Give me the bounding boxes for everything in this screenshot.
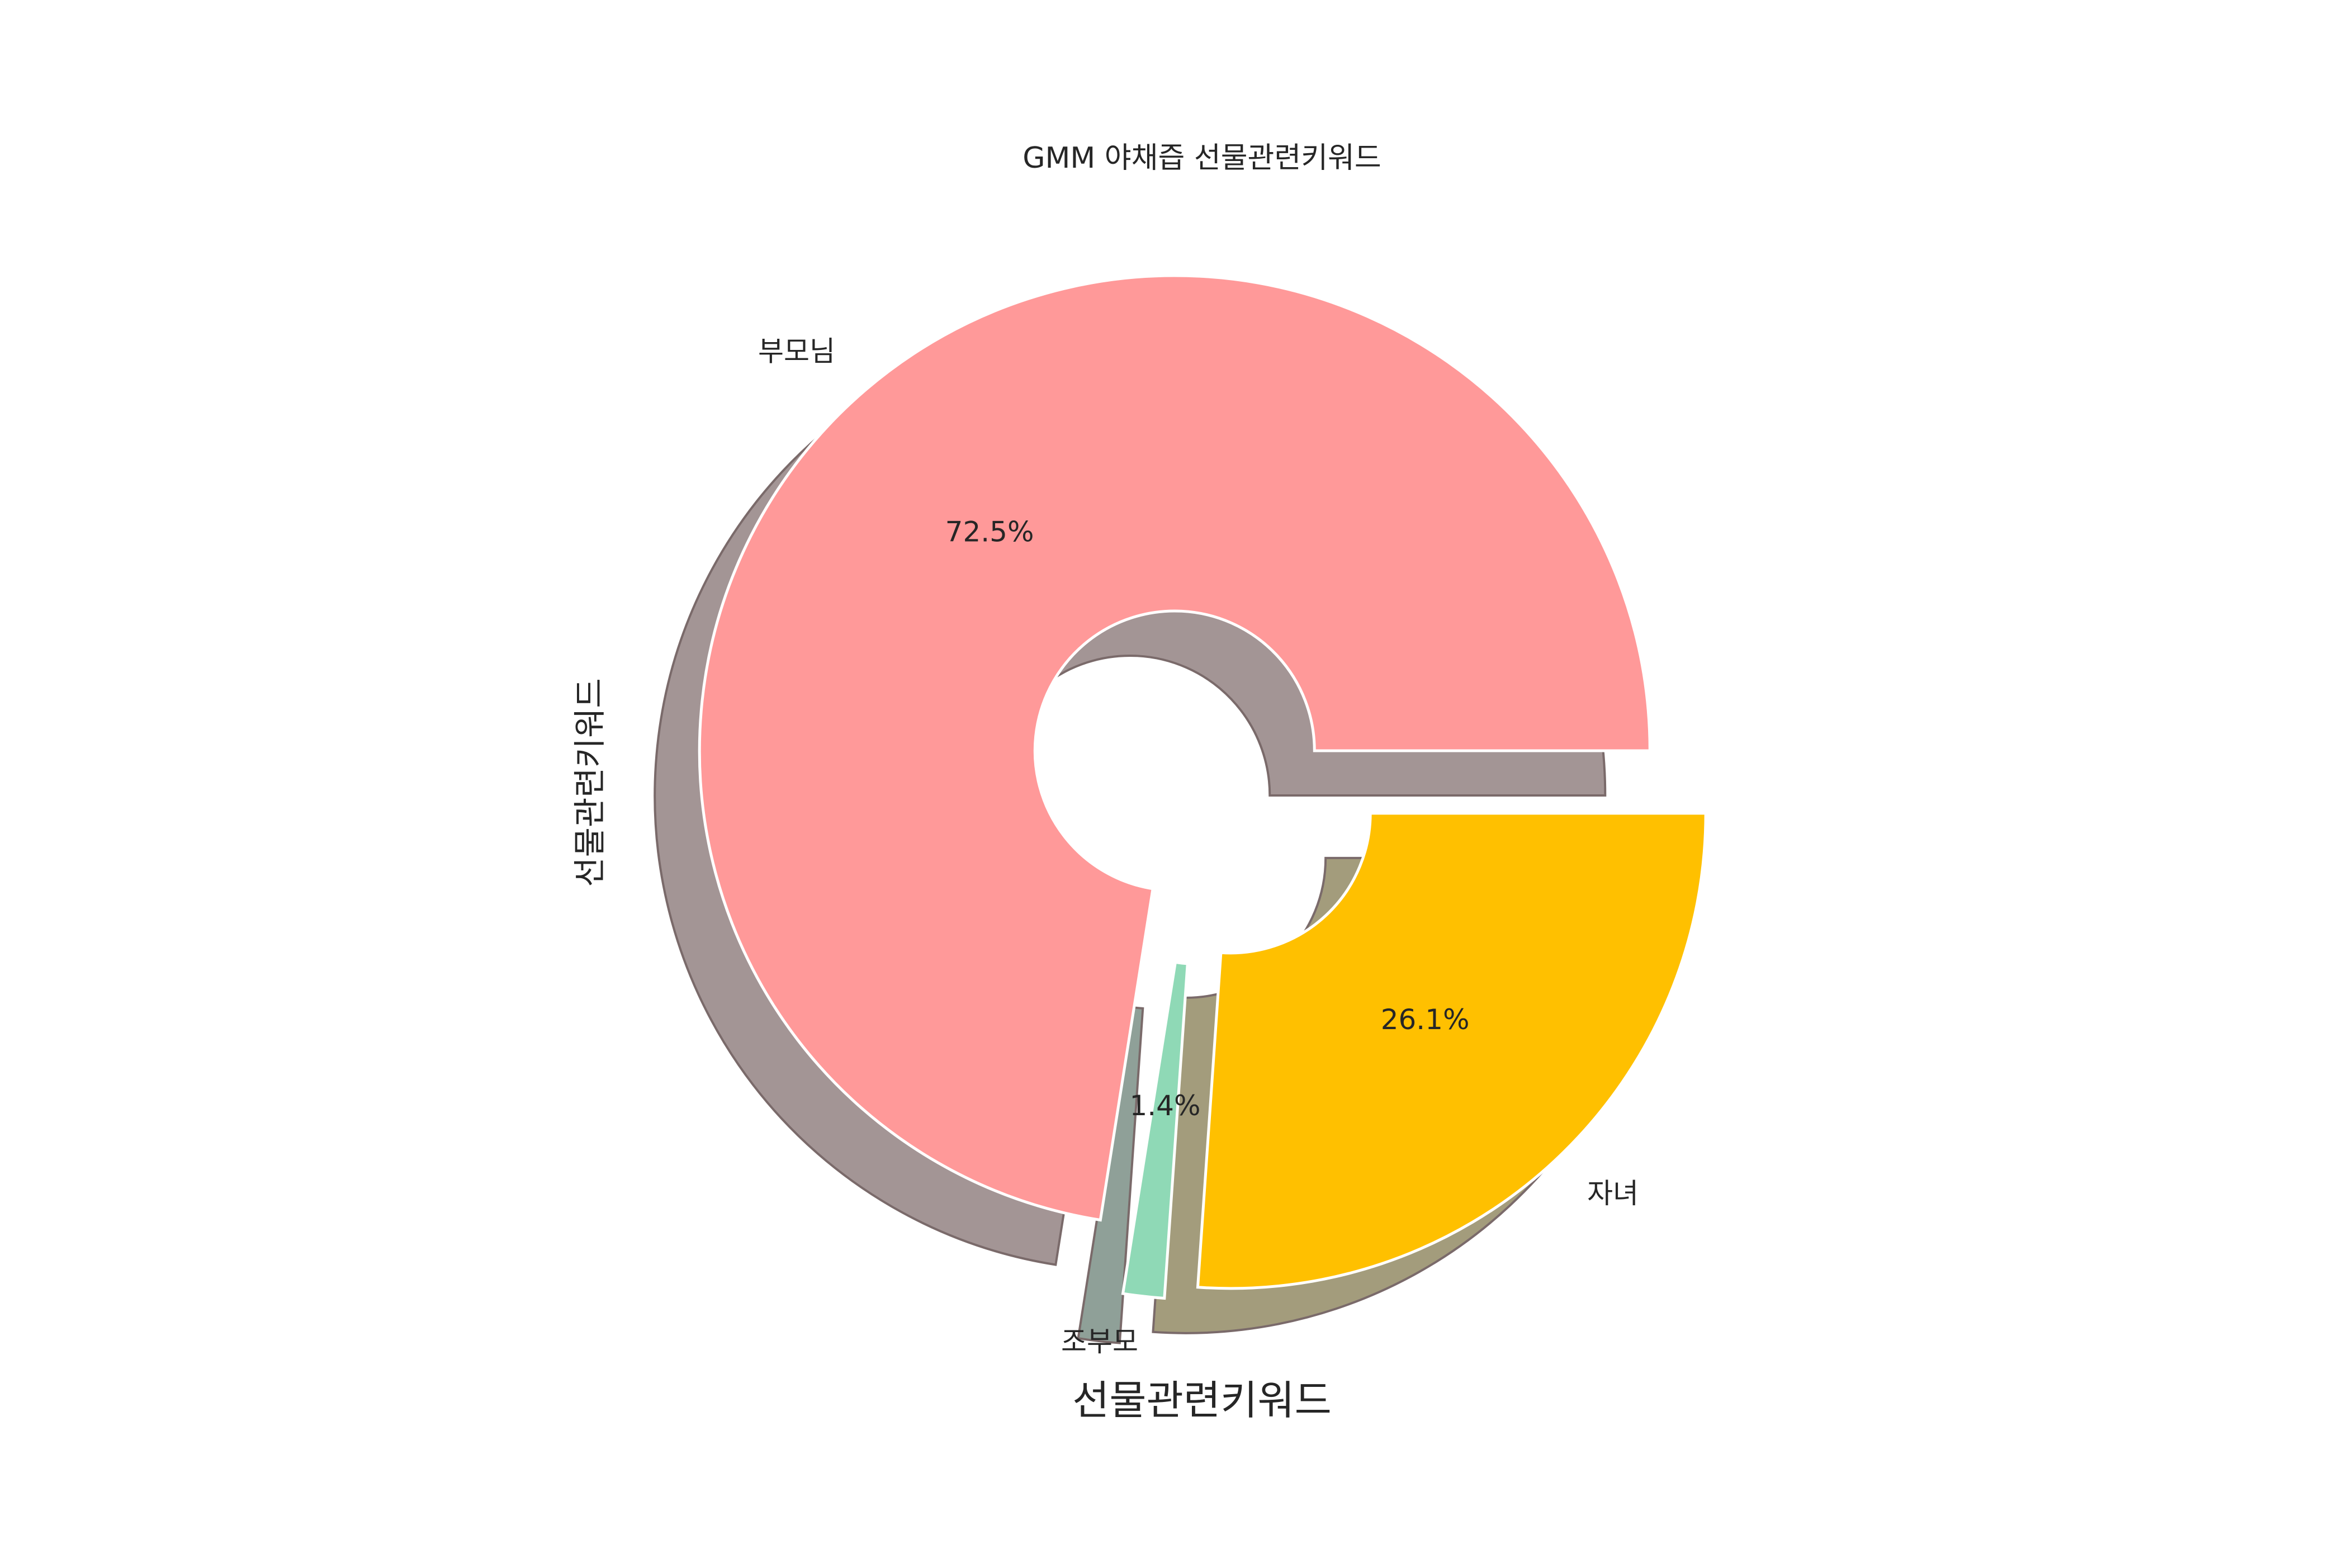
wedge-조부모: [1121, 960, 1189, 1300]
percent-label-조부모: 1.4%: [1129, 1089, 1200, 1122]
category-label-부모님: 부모님: [758, 335, 835, 367]
label-layer: 부모님 72.5% 조부모 1.4% 자녀 26.1%: [758, 335, 1639, 1358]
category-label-자녀: 자녀: [1587, 1177, 1639, 1210]
percent-label-자녀: 26.1%: [1381, 1003, 1470, 1036]
percent-label-부모님: 72.5%: [945, 516, 1034, 548]
y-axis-label: 선물관련키워드: [571, 678, 609, 887]
wedge-layer: [698, 274, 1707, 1300]
wedge-자녀: [1196, 812, 1707, 1290]
category-label-조부모: 조부모: [1061, 1325, 1138, 1358]
x-axis-label: 선물관련키워드: [1072, 1377, 1332, 1424]
wedge-부모님: [698, 274, 1651, 1222]
chart-title: GMM 야채즙 선물관련키워드: [1022, 141, 1381, 175]
